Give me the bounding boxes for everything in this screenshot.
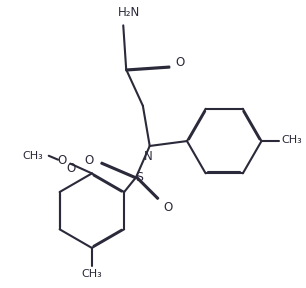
Text: H₂N: H₂N (118, 6, 140, 20)
Text: O: O (84, 154, 94, 167)
Text: O: O (163, 201, 173, 214)
Text: CH₃: CH₃ (81, 268, 102, 278)
Text: CH₃: CH₃ (281, 135, 302, 145)
Text: O: O (66, 162, 75, 175)
Text: S: S (135, 171, 143, 184)
Text: N: N (144, 150, 152, 163)
Text: O: O (57, 154, 67, 167)
Text: O: O (175, 56, 185, 69)
Text: CH₃: CH₃ (22, 151, 43, 161)
Text: methoxy: methoxy (58, 161, 64, 163)
